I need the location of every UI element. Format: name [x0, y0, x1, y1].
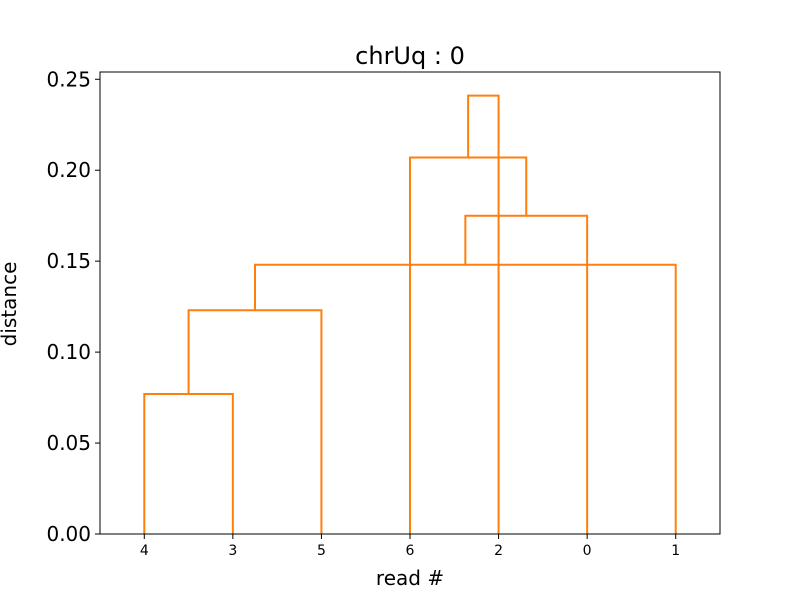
leaf-label: 4 — [140, 543, 149, 559]
y-tick-label: 0.00 — [46, 522, 91, 546]
dendrogram-link — [409, 156, 528, 534]
leaf-label: 3 — [228, 543, 237, 559]
y-axis-ticks: 0.00 0.05 0.10 0.15 0.20 0.25 — [46, 67, 100, 546]
y-tick-label: 0.15 — [46, 249, 91, 273]
leaf-label: 5 — [317, 543, 326, 559]
y-tick-label: 0.10 — [46, 340, 91, 364]
leaf-label: 1 — [671, 543, 680, 559]
dendrogram-link — [187, 309, 323, 534]
dendrogram-link — [464, 214, 589, 534]
y-axis-label: distance — [0, 262, 21, 347]
chart-title: chrUq : 0 — [355, 42, 465, 70]
y-tick-label: 0.25 — [46, 67, 91, 91]
leaf-label: 2 — [494, 543, 503, 559]
leaf-label: 0 — [583, 543, 592, 559]
dendrogram-link — [143, 392, 234, 534]
dendrogram-link — [467, 94, 500, 534]
leaf-label: 6 — [406, 543, 415, 559]
dendrogram-link — [254, 263, 677, 534]
dendrogram-links — [143, 94, 677, 534]
x-axis-label: read # — [376, 566, 444, 590]
y-tick-label: 0.05 — [46, 431, 91, 455]
y-tick-label: 0.20 — [46, 158, 91, 182]
x-axis-ticks: 4 3 5 6 2 0 1 — [140, 534, 680, 559]
